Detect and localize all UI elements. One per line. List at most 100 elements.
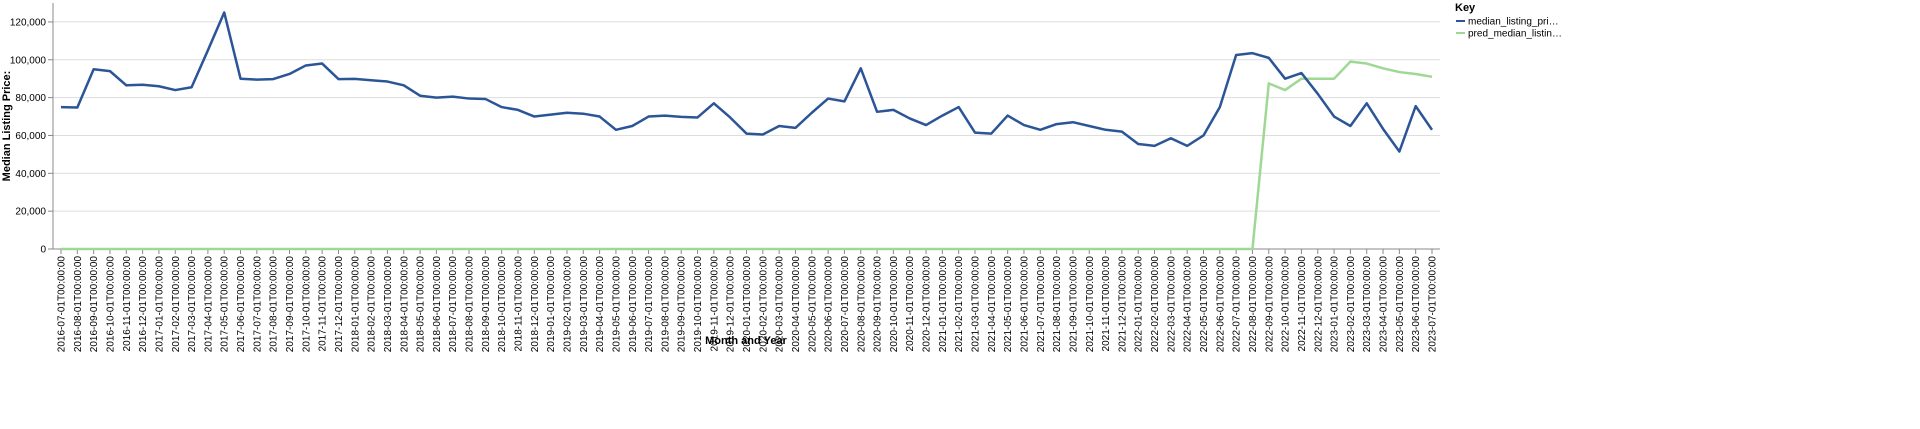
x-tick-label: 2020-07-01T00:00:00 bbox=[840, 256, 851, 353]
x-tick-label: 2020-10-01T00:00:00 bbox=[889, 256, 900, 353]
x-tick-label: 2022-03-01T00:00:00 bbox=[1166, 256, 1177, 353]
x-tick-label: 2016-07-01T00:00:00 bbox=[57, 256, 68, 353]
x-tick-label: 2021-02-01T00:00:00 bbox=[954, 256, 965, 353]
legend-label: pred_median_listin… bbox=[1468, 29, 1562, 40]
x-tick-label: 2017-01-01T00:00:00 bbox=[154, 256, 165, 353]
x-tick-label: 2018-07-01T00:00:00 bbox=[448, 256, 459, 353]
x-tick-label: 2020-02-01T00:00:00 bbox=[758, 256, 769, 353]
x-tick-label: 2022-04-01T00:00:00 bbox=[1183, 256, 1194, 353]
x-tick-label: 2023-01-01T00:00:00 bbox=[1330, 256, 1341, 353]
x-tick-label: 2019-06-01T00:00:00 bbox=[628, 256, 639, 353]
y-tick-label: 20,000 bbox=[15, 207, 46, 218]
x-tick-label: 2023-03-01T00:00:00 bbox=[1362, 256, 1373, 353]
x-tick-label: 2019-05-01T00:00:00 bbox=[611, 256, 622, 353]
x-tick-label: 2017-07-01T00:00:00 bbox=[252, 256, 263, 353]
x-tick-label: 2021-09-01T00:00:00 bbox=[1068, 256, 1079, 353]
x-tick-label: 2021-04-01T00:00:00 bbox=[987, 256, 998, 353]
x-tick-label: 2023-07-01T00:00:00 bbox=[1428, 256, 1439, 353]
x-tick-label: 2020-09-01T00:00:00 bbox=[873, 256, 884, 353]
x-tick-label: 2018-01-01T00:00:00 bbox=[350, 256, 361, 353]
x-tick-label: 2022-11-01T00:00:00 bbox=[1297, 256, 1308, 352]
x-tick-label: 2017-08-01T00:00:00 bbox=[269, 256, 280, 353]
x-tick-label: 2018-03-01T00:00:00 bbox=[383, 256, 394, 353]
y-tick-label: 60,000 bbox=[15, 131, 46, 142]
x-tick-label: 2020-11-01T00:00:00 bbox=[905, 256, 916, 352]
x-tick-label: 2017-03-01T00:00:00 bbox=[187, 256, 198, 353]
x-tick-label: 2019-03-01T00:00:00 bbox=[579, 256, 590, 353]
y-tick-label: 80,000 bbox=[15, 93, 46, 104]
x-tick-label: 2022-05-01T00:00:00 bbox=[1199, 256, 1210, 353]
x-tick-label: 2020-06-01T00:00:00 bbox=[824, 256, 835, 353]
x-tick-label: 2017-02-01T00:00:00 bbox=[171, 256, 182, 353]
x-tick-label: 2016-08-01T00:00:00 bbox=[73, 256, 84, 353]
x-tick-label: 2023-05-01T00:00:00 bbox=[1395, 256, 1406, 353]
x-tick-label: 2016-10-01T00:00:00 bbox=[105, 256, 116, 353]
x-tick-label: 2022-01-01T00:00:00 bbox=[1134, 256, 1145, 353]
x-tick-label: 2023-04-01T00:00:00 bbox=[1379, 256, 1390, 353]
x-tick-label: 2022-08-01T00:00:00 bbox=[1248, 256, 1259, 353]
x-tick-label: 2018-10-01T00:00:00 bbox=[497, 256, 508, 353]
x-tick-label: 2019-12-01T00:00:00 bbox=[726, 256, 737, 353]
x-tick-label: 2019-01-01T00:00:00 bbox=[546, 256, 557, 353]
x-tick-label: 2018-06-01T00:00:00 bbox=[432, 256, 443, 353]
y-axis-title: Median Listing Price: bbox=[1, 71, 13, 182]
x-tick-label: 2021-12-01T00:00:00 bbox=[1117, 256, 1128, 353]
y-tick-label: 0 bbox=[40, 245, 46, 256]
x-tick-label: 2021-05-01T00:00:00 bbox=[1003, 256, 1014, 353]
x-axis-title: Month and Year bbox=[705, 335, 787, 347]
x-tick-label: 2023-02-01T00:00:00 bbox=[1346, 256, 1357, 353]
x-tick-label: 2019-02-01T00:00:00 bbox=[562, 256, 573, 353]
x-tick-label: 2018-09-01T00:00:00 bbox=[481, 256, 492, 353]
x-tick-label: 2020-05-01T00:00:00 bbox=[807, 256, 818, 353]
x-tick-label: 2020-03-01T00:00:00 bbox=[775, 256, 786, 353]
x-tick-label: 2020-08-01T00:00:00 bbox=[856, 256, 867, 353]
x-tick-label: 2019-04-01T00:00:00 bbox=[595, 256, 606, 353]
x-tick-label: 2019-10-01T00:00:00 bbox=[693, 256, 704, 353]
x-tick-label: 2019-08-01T00:00:00 bbox=[660, 256, 671, 353]
x-tick-label: 2018-02-01T00:00:00 bbox=[367, 256, 378, 353]
x-tick-label: 2017-06-01T00:00:00 bbox=[236, 256, 247, 353]
x-tick-label: 2021-10-01T00:00:00 bbox=[1085, 256, 1096, 353]
x-tick-label: 2021-03-01T00:00:00 bbox=[971, 256, 982, 353]
x-tick-label: 2017-11-01T00:00:00 bbox=[318, 256, 329, 352]
x-tick-label: 2021-11-01T00:00:00 bbox=[1101, 256, 1112, 352]
x-tick-label: 2017-05-01T00:00:00 bbox=[220, 256, 231, 353]
x-tick-label: 2016-12-01T00:00:00 bbox=[138, 256, 149, 353]
x-tick-label: 2020-04-01T00:00:00 bbox=[791, 256, 802, 353]
y-tick-label: 100,000 bbox=[10, 55, 47, 66]
x-tick-label: 2017-10-01T00:00:00 bbox=[301, 256, 312, 353]
x-tick-label: 2022-12-01T00:00:00 bbox=[1313, 256, 1324, 353]
x-tick-label: 2022-06-01T00:00:00 bbox=[1215, 256, 1226, 353]
x-tick-label: 2021-08-01T00:00:00 bbox=[1052, 256, 1063, 353]
x-tick-label: 2018-05-01T00:00:00 bbox=[416, 256, 427, 353]
x-tick-label: 2017-09-01T00:00:00 bbox=[285, 256, 296, 353]
x-tick-label: 2019-11-01T00:00:00 bbox=[709, 256, 720, 352]
x-tick-label: 2016-09-01T00:00:00 bbox=[89, 256, 100, 353]
x-tick-label: 2019-07-01T00:00:00 bbox=[644, 256, 655, 353]
x-tick-label: 2022-07-01T00:00:00 bbox=[1232, 256, 1243, 353]
x-tick-label: 2020-12-01T00:00:00 bbox=[922, 256, 933, 353]
x-tick-label: 2018-08-01T00:00:00 bbox=[465, 256, 476, 353]
x-tick-label: 2023-06-01T00:00:00 bbox=[1411, 256, 1422, 353]
x-tick-label: 2017-12-01T00:00:00 bbox=[334, 256, 345, 353]
x-tick-label: 2021-01-01T00:00:00 bbox=[938, 256, 949, 353]
x-tick-label: 2017-04-01T00:00:00 bbox=[203, 256, 214, 353]
legend-title: Key bbox=[1455, 2, 1476, 14]
x-tick-label: 2018-11-01T00:00:00 bbox=[514, 256, 525, 352]
x-tick-label: 2022-10-01T00:00:00 bbox=[1281, 256, 1292, 353]
x-tick-label: 2021-07-01T00:00:00 bbox=[1036, 256, 1047, 353]
x-tick-label: 2020-01-01T00:00:00 bbox=[742, 256, 753, 353]
legend-label: median_listing_pri… bbox=[1468, 17, 1559, 28]
y-tick-label: 40,000 bbox=[15, 169, 46, 180]
x-tick-label: 2018-04-01T00:00:00 bbox=[399, 256, 410, 353]
x-tick-label: 2021-06-01T00:00:00 bbox=[1019, 256, 1030, 353]
x-tick-label: 2018-12-01T00:00:00 bbox=[530, 256, 541, 353]
x-tick-label: 2022-09-01T00:00:00 bbox=[1264, 256, 1275, 353]
x-tick-label: 2022-02-01T00:00:00 bbox=[1150, 256, 1161, 353]
x-tick-label: 2016-11-01T00:00:00 bbox=[122, 256, 133, 352]
x-tick-label: 2019-09-01T00:00:00 bbox=[677, 256, 688, 353]
series-line bbox=[60, 11, 1434, 153]
series-line bbox=[61, 60, 1433, 251]
y-tick-label: 120,000 bbox=[10, 17, 47, 28]
